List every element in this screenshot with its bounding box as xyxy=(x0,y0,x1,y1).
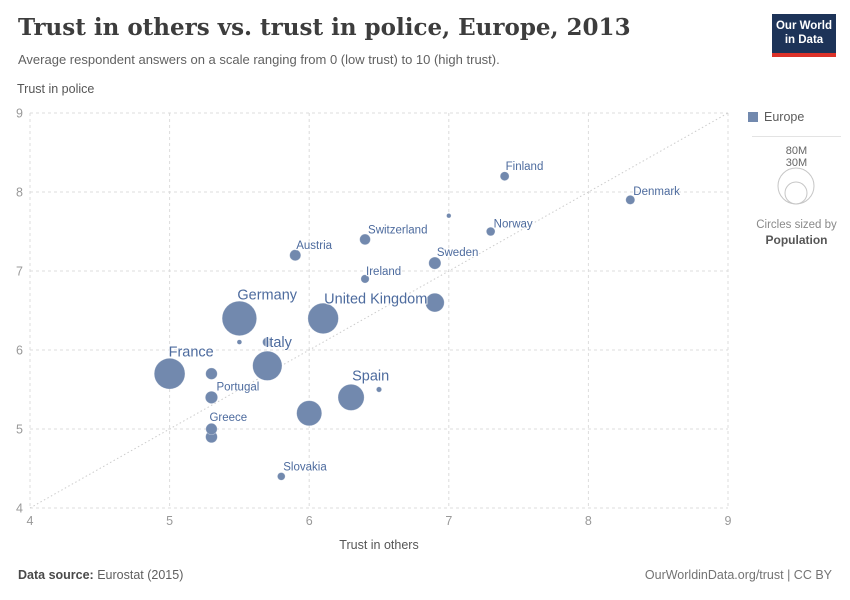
data-point-france[interactable] xyxy=(153,357,186,390)
data-source-prefix: Data source: xyxy=(18,568,94,582)
data-point-austria[interactable] xyxy=(289,249,302,262)
legend-divider xyxy=(752,136,841,137)
data-source-text: Eurostat (2015) xyxy=(97,568,184,582)
data-points xyxy=(153,171,636,481)
y-axis-tick-label: 9 xyxy=(16,107,23,121)
data-point-united-kingdom[interactable] xyxy=(307,302,339,335)
x-axis-tick-label: 6 xyxy=(306,514,313,528)
x-axis-title: Trust in others xyxy=(339,538,418,552)
size-legend-circles-icon xyxy=(777,167,815,205)
data-point[interactable] xyxy=(375,386,383,393)
data-point-denmark[interactable] xyxy=(625,194,636,205)
country-label-switzerland[interactable]: Switzerland xyxy=(367,223,429,238)
data-point-italy[interactable] xyxy=(252,350,283,381)
y-axis-tick-label: 8 xyxy=(16,186,23,200)
country-label-spain[interactable]: Spain xyxy=(351,367,391,386)
data-source-note: Data source: Eurostat (2015) xyxy=(18,568,183,582)
y-axis-tick-label: 7 xyxy=(16,265,23,279)
country-label-finland[interactable]: Finland xyxy=(504,160,544,175)
size-legend-caption-bold: Population xyxy=(765,233,828,247)
legend-item-europe[interactable]: Europe xyxy=(748,110,845,124)
data-point-greece[interactable] xyxy=(205,422,218,436)
europe-swatch-icon xyxy=(748,112,758,122)
y-axis-tick-label: 6 xyxy=(16,344,23,358)
country-label-slovakia[interactable]: Slovakia xyxy=(282,460,329,475)
owid-logo-line2: in Data xyxy=(784,34,824,47)
size-legend-caption: Circles sized by xyxy=(756,219,837,231)
country-label-austria[interactable]: Austria xyxy=(295,239,334,254)
country-label-france[interactable]: France xyxy=(167,343,215,362)
size-legend-big-label: 80M xyxy=(785,145,808,157)
population-size-legend: 80M 30M Circles sized by Population xyxy=(748,145,845,250)
page-title: Trust in others vs. trust in police, Eur… xyxy=(18,14,631,41)
data-point[interactable] xyxy=(425,292,445,313)
y-axis-tick-label: 5 xyxy=(16,423,23,437)
country-label-portugal[interactable]: Portugal xyxy=(215,380,260,395)
data-point[interactable] xyxy=(205,367,218,380)
country-label-greece[interactable]: Greece xyxy=(208,411,248,426)
data-point[interactable] xyxy=(236,339,243,345)
x-axis-tick-label: 5 xyxy=(166,514,173,528)
legend-item-label: Europe xyxy=(764,110,805,124)
x-axis-tick-label: 4 xyxy=(27,514,34,528)
country-label-norway[interactable]: Norway xyxy=(492,217,534,232)
data-point-sweden[interactable] xyxy=(428,256,442,270)
data-point[interactable] xyxy=(262,336,273,348)
data-point[interactable] xyxy=(446,213,452,219)
subtitle: Average respondent answers on a scale ra… xyxy=(18,52,500,67)
owid-logo[interactable]: Our World in Data xyxy=(772,14,836,57)
x-axis-tick-label: 7 xyxy=(445,514,452,528)
data-point-slovakia[interactable] xyxy=(277,472,286,481)
size-legend-small-label: 30M xyxy=(785,157,808,169)
x-axis-tick-label: 9 xyxy=(725,514,732,528)
country-label-italy[interactable]: Italy xyxy=(264,334,294,353)
y-axis-title: Trust in police xyxy=(17,82,95,96)
data-point-portugal[interactable] xyxy=(204,390,219,404)
data-point[interactable] xyxy=(296,400,323,427)
data-point-germany[interactable] xyxy=(221,300,258,337)
axis-tick-labels: 4 5 6 7 8 9 4 5 6 7 8 9 Trust in others xyxy=(16,107,731,553)
country-label-sweden[interactable]: Sweden xyxy=(436,246,480,261)
data-point-ireland[interactable] xyxy=(360,274,370,284)
y-axis-tick-label: 4 xyxy=(16,502,23,516)
identity-line xyxy=(29,112,729,509)
credit-link[interactable]: OurWorldinData.org/trust | CC BY xyxy=(644,568,832,582)
country-label-ireland[interactable]: Ireland xyxy=(365,265,403,280)
country-label-germany[interactable]: Germany xyxy=(236,286,299,305)
owid-logo-line1: Our World xyxy=(775,20,832,32)
data-point-spain[interactable] xyxy=(337,383,365,411)
data-point-norway[interactable] xyxy=(485,226,496,237)
country-label-denmark[interactable]: Denmark xyxy=(632,185,681,200)
data-point-switzerland[interactable] xyxy=(359,233,371,246)
gridlines xyxy=(29,112,729,509)
chart-footer: Data source: Eurostat (2015) OurWorldinD… xyxy=(18,568,832,582)
country-label-united-kingdom[interactable]: United Kingdom xyxy=(323,290,429,309)
data-point-finland[interactable] xyxy=(499,171,510,182)
country-labels: Finland Denmark Norway Switzerland Sweden Aus… xyxy=(167,160,681,475)
x-axis-tick-label: 8 xyxy=(585,514,592,528)
chart-legend: Europe 80M 30M Circles sized by Populati… xyxy=(748,110,845,250)
